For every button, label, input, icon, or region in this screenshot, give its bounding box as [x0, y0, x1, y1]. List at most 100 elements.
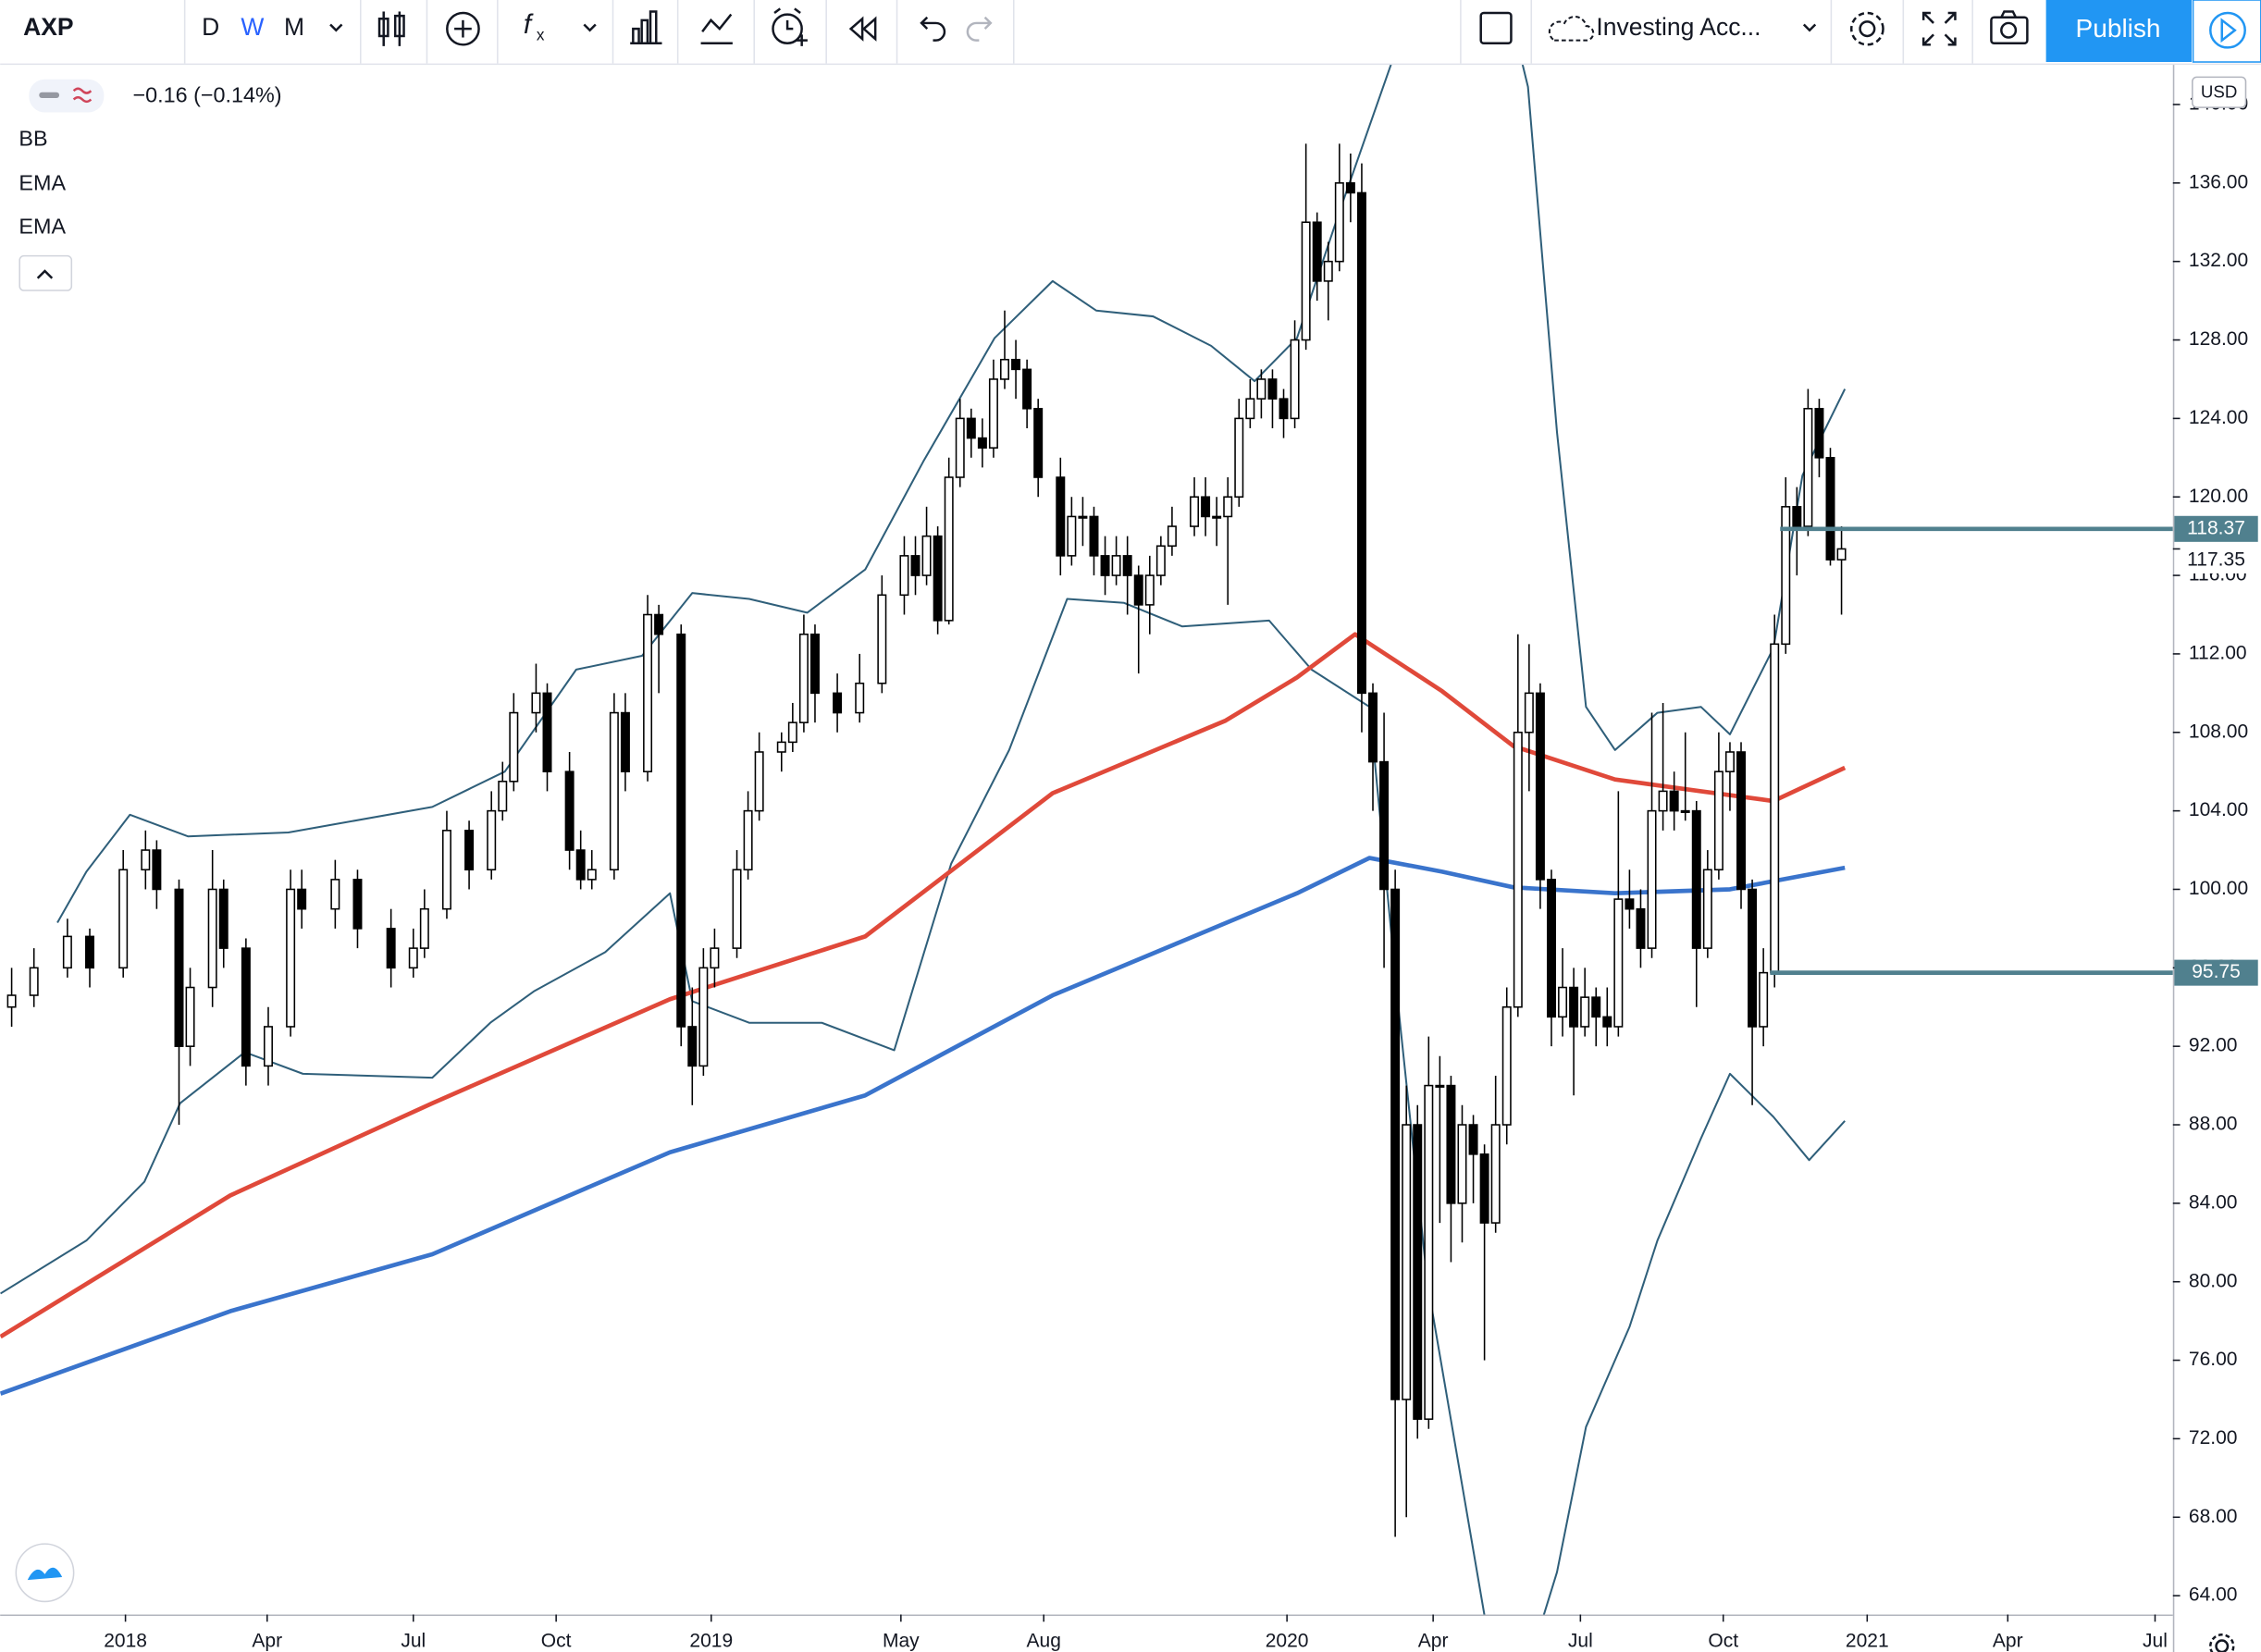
candle-body	[877, 594, 887, 684]
candle-body	[798, 633, 809, 723]
candle-body	[654, 613, 664, 635]
price-change: −0.16 (−0.14%)	[133, 83, 282, 107]
legend: −0.16 (−0.14%) BB EMA EMA	[19, 79, 282, 291]
candle-body	[754, 751, 764, 812]
candle-body	[174, 888, 184, 1047]
currency: USD	[2201, 81, 2237, 101]
x-tick-label: Jul	[401, 1631, 426, 1652]
candle-body	[1279, 398, 1289, 420]
candle-body	[1100, 555, 1110, 576]
strategy[interactable]	[700, 13, 733, 45]
candle-body	[1424, 1084, 1434, 1420]
candle-body	[1468, 1124, 1478, 1155]
alert[interactable]	[772, 7, 808, 46]
candle-body	[609, 711, 619, 871]
candle-body	[62, 935, 72, 969]
interval-w[interactable]: W	[241, 13, 264, 41]
candle-body	[1133, 574, 1143, 606]
x-tick-label: 2019	[689, 1631, 733, 1652]
layout[interactable]	[1479, 11, 1513, 45]
x-tick-label: 2021	[1846, 1631, 1889, 1652]
logo-mark	[27, 1567, 63, 1581]
account-menu[interactable]	[1802, 23, 1817, 32]
candle-body	[330, 879, 340, 910]
indicator-label[interactable]: EMA	[19, 214, 66, 238]
indicator-label[interactable]: BB	[19, 126, 47, 150]
candle-body	[1223, 496, 1233, 518]
candle-body	[1825, 457, 1835, 561]
y-tick-label: 104.00	[2189, 799, 2248, 820]
account[interactable]: Investing Acc...	[1596, 13, 1761, 41]
candle-body	[542, 692, 552, 772]
candle-body	[710, 947, 720, 969]
candle-body	[1212, 515, 1222, 519]
candle-body	[743, 809, 753, 871]
undo[interactable]	[920, 16, 946, 42]
candle-body	[1290, 339, 1300, 420]
x-tick-label: Aug	[1027, 1631, 1061, 1652]
y-tick-label: 92.00	[2189, 1035, 2238, 1056]
candle-body	[1625, 898, 1635, 910]
compare[interactable]	[446, 11, 480, 46]
play-button[interactable]	[2192, 0, 2261, 63]
axis-settings[interactable]	[2209, 1634, 2235, 1652]
candle-body	[1836, 548, 1847, 561]
candle-body	[1446, 1084, 1456, 1204]
settings[interactable]	[1849, 11, 1884, 46]
candle-body	[698, 967, 709, 1067]
candle-body	[1155, 545, 1166, 576]
bollinger-band	[0, 598, 1846, 1615]
candle-body	[587, 869, 597, 881]
currency-box[interactable]	[2192, 76, 2247, 108]
candle-body	[1591, 996, 1601, 1018]
replay[interactable]	[848, 16, 877, 42]
candle-body	[29, 967, 39, 996]
play-circle	[2209, 11, 2246, 49]
interval-d[interactable]: D	[202, 13, 219, 41]
y-tick-label: 68.00	[2189, 1506, 2238, 1527]
candle-body	[933, 535, 943, 622]
candle-body	[1724, 751, 1735, 772]
symbol[interactable]: AXP	[23, 13, 73, 41]
y-tick-label: 76.00	[2189, 1349, 2238, 1370]
candle-body	[464, 830, 475, 871]
candle-body	[966, 417, 976, 439]
candle-body	[1111, 555, 1121, 576]
candle-body	[899, 555, 909, 597]
templates[interactable]	[630, 10, 662, 45]
logo[interactable]	[15, 1543, 75, 1603]
redo[interactable]	[966, 16, 993, 42]
plot	[0, 65, 2173, 1615]
candle-body	[620, 711, 630, 772]
candle-body	[910, 555, 920, 576]
candle-body	[1390, 888, 1401, 1400]
fullscreen[interactable]	[1921, 11, 1957, 46]
candle-body	[1602, 1016, 1612, 1028]
candle-type[interactable]	[377, 11, 405, 46]
interval-m[interactable]: M	[284, 13, 304, 41]
candle-body	[1323, 260, 1333, 282]
x-tick-label: Apr	[252, 1631, 282, 1652]
candle-body	[1702, 869, 1712, 949]
candle-body	[1334, 182, 1344, 263]
x-tick-label: Oct	[541, 1631, 572, 1652]
indicator-label[interactable]: EMA	[19, 171, 66, 195]
candle-body	[955, 417, 965, 478]
candle-body	[732, 869, 742, 949]
candle-body	[1435, 1084, 1445, 1088]
candle-body	[564, 771, 575, 851]
interval-menu[interactable]	[329, 23, 343, 32]
x-tick-label: Oct	[1708, 1631, 1738, 1652]
candle-body	[1368, 692, 1378, 763]
snapshot[interactable]	[1990, 10, 2029, 45]
x-tick-label: May	[883, 1631, 920, 1652]
publish-label[interactable]: Publish	[2076, 14, 2161, 43]
publish-button[interactable]	[2045, 0, 2193, 63]
candle-body	[809, 633, 820, 695]
candle-body	[487, 809, 497, 871]
legend-pill[interactable]	[29, 79, 105, 113]
svg-text:x: x	[537, 25, 545, 43]
